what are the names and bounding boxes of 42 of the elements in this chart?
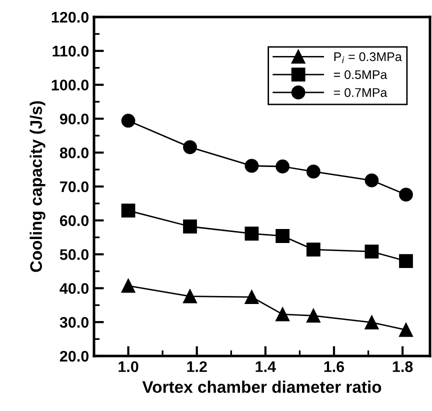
y-axis-title: Cooling capacity (J/s) (30, 101, 46, 272)
point (306, 164, 320, 179)
point (183, 289, 197, 304)
y-tick-label: 70.0 (60, 181, 89, 192)
point (306, 308, 320, 323)
point (276, 160, 290, 174)
x-tick-label: 1.8 (392, 361, 413, 372)
x-tick-label: 1.6 (324, 361, 344, 372)
y-tick-label: 80.0 (60, 147, 89, 158)
legend-label: P$_{i}$ = 0.3MPa (334, 52, 402, 64)
y-tick-label: 60.0 (60, 215, 89, 226)
point (244, 290, 259, 304)
y-tick-label: 30.0 (60, 316, 89, 328)
point (183, 140, 197, 154)
y-tick-label: 20.0 (60, 350, 89, 362)
legend-label: = 0.5MPa (334, 70, 388, 80)
point (364, 173, 379, 188)
y-tick-label: 50.0 (60, 249, 89, 260)
point (121, 114, 136, 128)
y-tick-label: 100.0 (52, 80, 89, 90)
x-tick-label: 1.2 (187, 361, 207, 372)
point (399, 254, 413, 268)
point (399, 322, 413, 337)
point (183, 220, 197, 234)
y-tick-label: 40.0 (60, 283, 89, 294)
x-tick-label: 1.0 (118, 361, 138, 372)
x-tick-label: 1.4 (256, 361, 276, 372)
y-tick-label: 120.0 (52, 12, 89, 23)
point (276, 307, 290, 322)
legend-label: = 0.7MPa (334, 88, 388, 97)
point (244, 226, 259, 241)
point (121, 278, 136, 293)
point (244, 158, 259, 173)
point (399, 188, 413, 202)
point (364, 244, 379, 259)
x-axis-title: Vortex chamber diameter ratio (142, 380, 382, 393)
point (364, 315, 379, 330)
point (306, 242, 320, 256)
point (276, 229, 290, 243)
y-tick-label: 110.0 (52, 46, 89, 57)
y-tick-label: 90.0 (60, 114, 89, 124)
point (121, 204, 136, 218)
